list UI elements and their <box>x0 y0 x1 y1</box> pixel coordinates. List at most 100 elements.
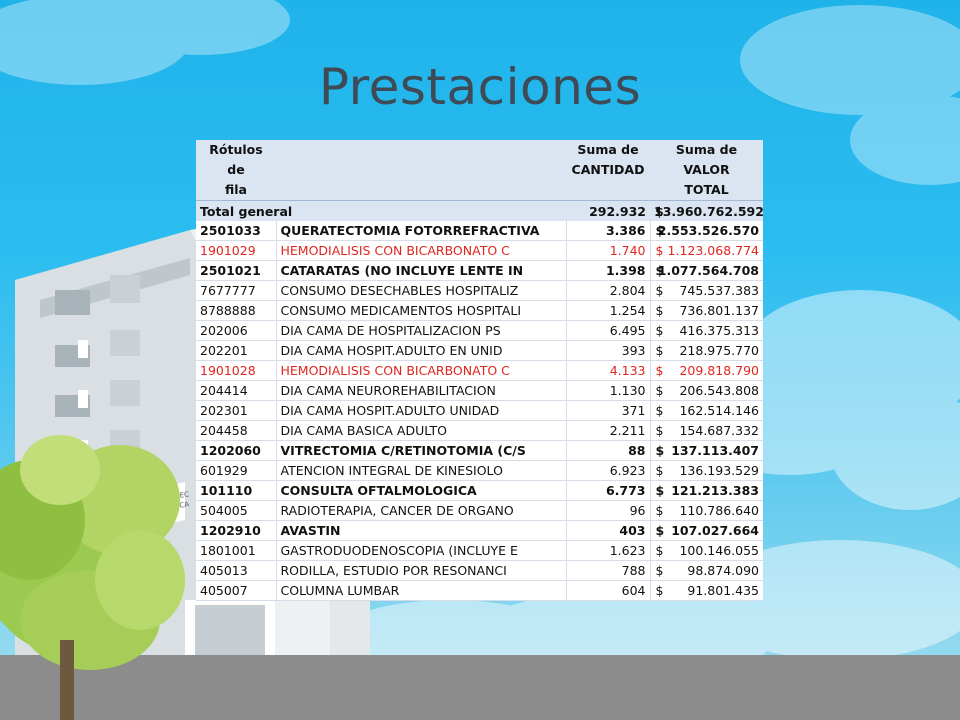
row-value: $154.687.332 <box>650 420 763 441</box>
row-code: 504005 <box>196 500 277 521</box>
value-header-line2: TOTAL <box>684 182 729 197</box>
row-description: QUERATECTOMIA FOTORREFRACTIVA <box>276 221 567 241</box>
table-row: 204414 DIA CAMA NEUROREHABILITACION 1.130 $… <box>196 380 763 401</box>
row-value: $218.975.770 <box>650 340 763 361</box>
row-description: CONSUMO DESECHABLES HOSPITALIZ <box>276 280 567 301</box>
row-amount: 745.537.383 <box>679 283 759 298</box>
row-description: DIA CAMA DE HOSPITALIZACION PS <box>276 320 567 341</box>
total-currency: $ <box>655 203 664 219</box>
row-amount: 98.874.090 <box>687 563 759 578</box>
row-code: 1901028 <box>196 360 277 381</box>
row-code: 202301 <box>196 400 277 421</box>
row-code: 2501033 <box>196 221 277 241</box>
row-quantity: 788 <box>566 560 651 581</box>
row-code: 405013 <box>196 560 277 581</box>
row-labels-header-line1: Rótulos de <box>209 142 263 177</box>
row-value: $136.193.529 <box>650 460 763 481</box>
row-code: 2501021 <box>196 260 277 281</box>
row-code: 7677777 <box>196 280 277 301</box>
row-amount: 218.975.770 <box>679 343 759 358</box>
quantity-header: Suma de CANTIDAD <box>566 140 650 201</box>
row-quantity: 1.254 <box>566 300 651 321</box>
tree <box>0 435 185 720</box>
row-description: HEMODIALISIS CON BICARBONATO C <box>276 240 567 261</box>
row-amount: 736.801.137 <box>679 303 759 318</box>
row-amount: 1.123.068.774 <box>667 243 759 258</box>
row-quantity: 2.211 <box>566 420 651 441</box>
row-description: DIA CAMA NEUROREHABILITACION <box>276 380 567 401</box>
row-description: VITRECTOMIA C/RETINOTOMIA (C/S <box>276 440 567 461</box>
table-row: 8788888 CONSUMO MEDICAMENTOS HOSPITALI 1.2… <box>196 300 763 321</box>
row-description: CONSULTA OFTALMOLOGICA <box>276 480 567 501</box>
row-currency: $ <box>655 383 664 398</box>
row-quantity: 403 <box>566 520 651 541</box>
slide-title: Prestaciones <box>318 58 642 116</box>
table-row: 2501033 QUERATECTOMIA FOTORREFRACTIVA 3.38… <box>196 221 763 241</box>
row-code: 101110 <box>196 480 277 501</box>
row-currency: $ <box>655 283 664 298</box>
row-quantity: 6.495 <box>566 320 651 341</box>
pivot-table: Rótulos de fila Suma de CANTIDAD Suma de… <box>196 140 764 601</box>
row-value: $121.213.383 <box>650 480 763 501</box>
table-row: 405007 COLUMNA LUMBAR 604 $91.801.435 <box>196 580 763 601</box>
row-currency: $ <box>655 583 664 598</box>
row-description: DIA CAMA BASICA ADULTO <box>276 420 567 441</box>
row-amount: 136.193.529 <box>679 463 759 478</box>
row-currency: $ <box>655 523 665 538</box>
row-quantity: 6.773 <box>566 480 651 501</box>
row-amount: 209.818.790 <box>679 363 759 378</box>
row-description: HEMODIALISIS CON BICARBONATO C <box>276 360 567 381</box>
row-quantity: 96 <box>566 500 651 521</box>
row-value: $416.375.313 <box>650 320 763 341</box>
row-value: $100.146.055 <box>650 540 763 561</box>
row-value: $209.818.790 <box>650 360 763 381</box>
table-row: 601929 ATENCION INTEGRAL DE KINESIOLO 6.92… <box>196 460 763 481</box>
value-header: Suma de VALOR TOTAL <box>650 140 763 201</box>
table-row: 1202910 AVASTIN 403 $107.027.664 <box>196 520 763 541</box>
quantity-header-line2: CANTIDAD <box>571 162 645 177</box>
row-quantity: 1.398 <box>566 260 651 281</box>
total-label: Total general <box>196 200 566 221</box>
row-value: $1.123.068.774 <box>650 240 763 261</box>
row-currency: $ <box>655 423 664 438</box>
row-quantity: 1.130 <box>566 380 651 401</box>
table-row: 7677777 CONSUMO DESECHABLES HOSPITALIZ 2.8… <box>196 280 763 301</box>
row-amount: 154.687.332 <box>679 423 759 438</box>
row-code: 405007 <box>196 580 277 601</box>
row-code: 8788888 <box>196 300 277 321</box>
table-row: 202301 DIA CAMA HOSPIT.ADULTO UNIDAD 371 $1… <box>196 400 763 421</box>
row-currency: $ <box>655 223 665 238</box>
row-value: $98.874.090 <box>650 560 763 581</box>
table-row: 1901029 HEMODIALISIS CON BICARBONATO C 1.7… <box>196 240 763 261</box>
row-code: 1801001 <box>196 540 277 561</box>
row-description: COLUMNA LUMBAR <box>276 580 567 601</box>
row-description: DIA CAMA HOSPIT.ADULTO UNIDAD <box>276 400 567 421</box>
row-value: $137.113.407 <box>650 440 763 461</box>
row-code: 601929 <box>196 460 277 481</box>
row-description: RADIOTERAPIA, CANCER DE ORGANO <box>276 500 567 521</box>
row-currency: $ <box>655 463 664 478</box>
table-row: 1202060 VITRECTOMIA C/RETINOTOMIA (C/S 88 $… <box>196 440 763 461</box>
description-header <box>276 140 566 201</box>
row-value: $107.027.664 <box>650 520 763 541</box>
row-labels-header-line2: fila <box>225 182 247 197</box>
total-value: $ 13.960.762.592 <box>650 200 764 221</box>
row-code: 202006 <box>196 320 277 341</box>
table-row: 2501021 CATARATAS (NO INCLUYE LENTE IN 1.3… <box>196 260 763 281</box>
row-amount: 2.553.526.570 <box>657 223 759 238</box>
row-currency: $ <box>655 443 665 458</box>
row-amount: 162.514.146 <box>679 403 759 418</box>
table-header-row: Rótulos de fila Suma de CANTIDAD Suma de… <box>196 140 763 201</box>
row-quantity: 4.133 <box>566 360 651 381</box>
road <box>0 655 960 720</box>
row-code: 1901029 <box>196 240 277 261</box>
row-currency: $ <box>655 503 664 518</box>
row-currency: $ <box>655 303 664 318</box>
row-quantity: 1.740 <box>566 240 651 261</box>
row-labels-header: Rótulos de fila <box>196 140 276 201</box>
row-amount: 100.146.055 <box>679 543 759 558</box>
row-value: $736.801.137 <box>650 300 763 321</box>
row-amount: 416.375.313 <box>679 323 759 338</box>
row-amount: 91.801.435 <box>687 583 759 598</box>
row-quantity: 371 <box>566 400 651 421</box>
